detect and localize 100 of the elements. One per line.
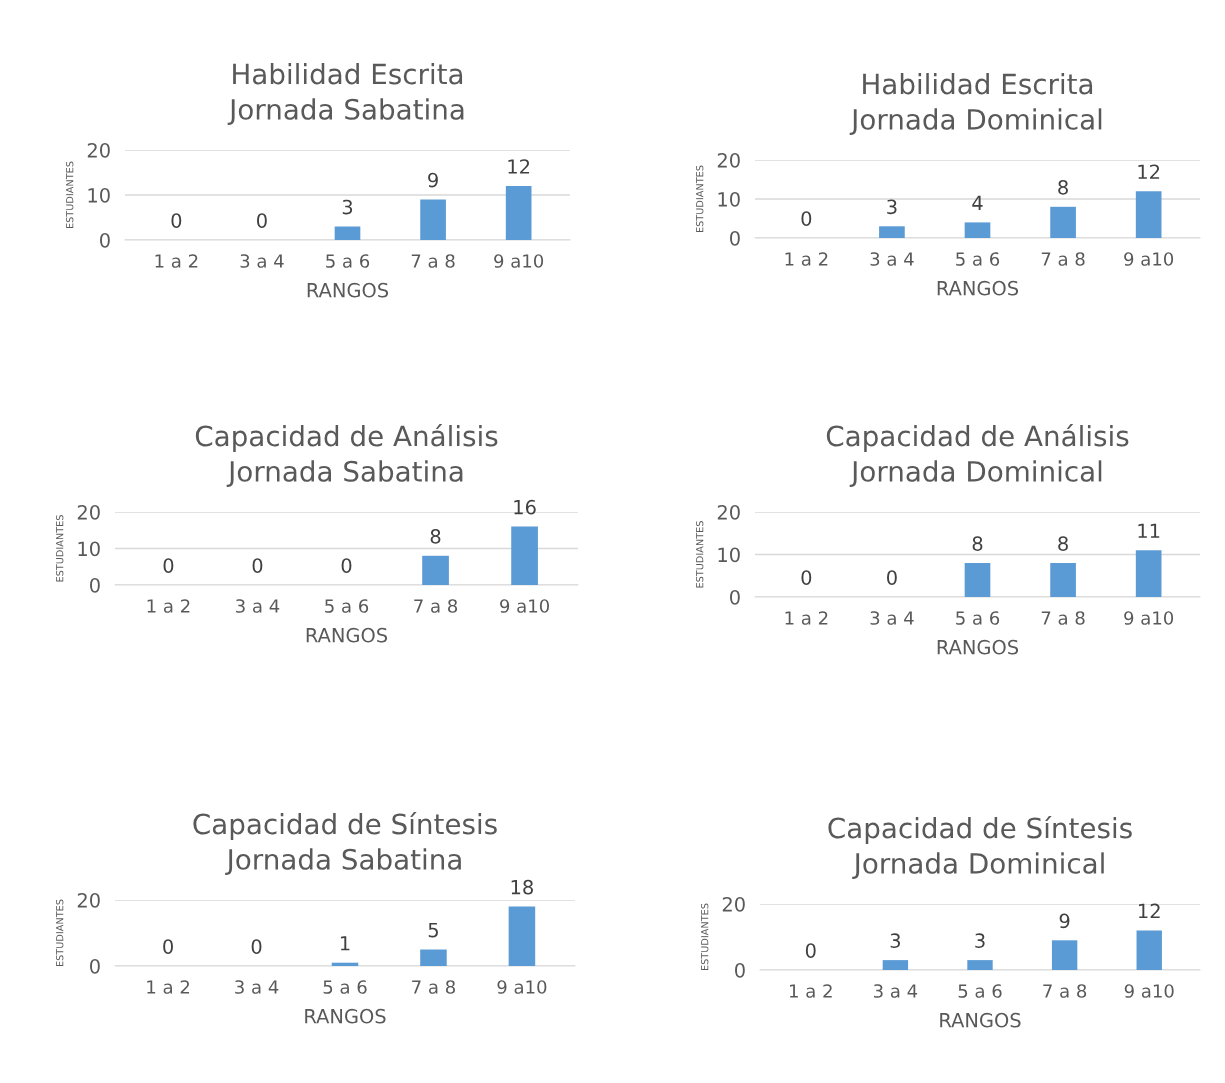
data-label: 1 xyxy=(340,936,350,951)
chart-title: Capacidad de Análisis Jornada Dominical xyxy=(826,423,1129,487)
bar xyxy=(1135,191,1162,238)
y-tick-label: 10 xyxy=(78,541,100,557)
y-tick-label: 0 xyxy=(100,232,110,248)
y-axis-title: ESTUDIANTES xyxy=(66,161,74,228)
x-tick-label: 3 a 4 xyxy=(236,599,280,613)
chart-title: Habilidad Escrita Jornada Sabatina xyxy=(227,63,464,125)
data-label: 8 xyxy=(430,528,441,544)
data-label: 16 xyxy=(514,499,536,515)
bar xyxy=(1136,930,1162,970)
chart-title: Capacidad de Síntesis Jornada Dominical xyxy=(828,815,1132,879)
chart-title: Habilidad Escrita Jornada Dominical xyxy=(849,73,1102,135)
data-label: 0 xyxy=(341,558,352,573)
data-label: 9 xyxy=(1059,913,1070,929)
y-tick-label: 0 xyxy=(90,958,100,974)
data-label: 3 xyxy=(975,933,985,948)
x-tick-label: 7 a 8 xyxy=(1041,252,1085,266)
data-label: 18 xyxy=(511,879,533,895)
y-axis-title: ESTUDIANTES xyxy=(56,899,64,966)
data-label: 4 xyxy=(972,195,983,211)
x-tick-label: 1 a 2 xyxy=(785,611,828,625)
data-label: 0 xyxy=(801,570,812,585)
bar xyxy=(964,222,991,238)
data-label: 3 xyxy=(890,933,901,948)
y-tick-label: 10 xyxy=(718,191,740,207)
chart-title: Capacidad de Síntesis Jornada Sabatina xyxy=(193,811,497,875)
x-tick-label: 1 a 2 xyxy=(155,254,198,268)
data-label: 0 xyxy=(887,570,897,585)
data-label: 12 xyxy=(1138,164,1160,179)
y-tick-label: 20 xyxy=(87,142,110,158)
x-tick-label: 9 a10 xyxy=(1124,984,1174,998)
x-tick-label: 3 a 4 xyxy=(874,984,918,998)
bar xyxy=(879,226,905,238)
x-tick-label: 9 a10 xyxy=(494,254,544,268)
data-label: 0 xyxy=(801,211,812,226)
x-tick-label: 1 a 2 xyxy=(785,252,828,266)
data-label: 0 xyxy=(163,939,173,954)
x-tick-label: 5 a 6 xyxy=(326,254,370,268)
x-tick-label: 5 a 6 xyxy=(956,252,1000,266)
data-label: 11 xyxy=(1138,523,1160,538)
data-label: 8 xyxy=(1058,536,1068,551)
y-tick-label: 0 xyxy=(735,962,745,978)
x-tick-label: 1 a 2 xyxy=(147,980,190,994)
x-axis-title: RANGOS xyxy=(937,639,1019,655)
x-tick-label: 3 a 4 xyxy=(235,980,279,994)
data-label: 0 xyxy=(805,943,816,958)
data-label: 0 xyxy=(252,558,263,573)
x-tick-label: 1 a 2 xyxy=(789,984,832,998)
x-tick-label: 7 a 8 xyxy=(411,254,455,268)
data-label: 0 xyxy=(171,213,182,228)
bar xyxy=(1051,940,1078,970)
x-axis-title: RANGOS xyxy=(307,282,389,298)
y-axis-title: ESTUDIANTES xyxy=(56,515,64,582)
y-tick-label: 0 xyxy=(730,589,740,605)
x-tick-label: 1 a 2 xyxy=(147,599,190,613)
y-axis-title: ESTUDIANTES xyxy=(696,521,704,588)
x-axis-title: RANGOS xyxy=(305,1008,386,1024)
x-tick-label: 5 a 6 xyxy=(325,599,369,613)
bar xyxy=(420,949,447,966)
y-tick-label: 20 xyxy=(77,892,100,908)
bar xyxy=(508,906,536,966)
bar xyxy=(505,186,532,240)
chart-title: Capacidad de Análisis Jornada Sabatina xyxy=(195,423,498,487)
bar xyxy=(967,960,993,970)
y-tick-label: 20 xyxy=(717,504,740,520)
x-tick-label: 9 a10 xyxy=(497,980,547,994)
x-tick-label: 3 a 4 xyxy=(240,254,284,268)
bar xyxy=(420,199,446,240)
data-label: 0 xyxy=(251,939,262,954)
y-tick-label: 0 xyxy=(90,577,100,593)
data-label: 3 xyxy=(887,199,897,215)
x-tick-label: 7 a 8 xyxy=(414,599,458,613)
bar xyxy=(1050,206,1076,238)
y-axis-title: ESTUDIANTES xyxy=(696,165,704,232)
x-axis-title: RANGOS xyxy=(940,1012,1021,1028)
x-tick-label: 3 a 4 xyxy=(870,252,914,266)
x-tick-label: 9 a10 xyxy=(1124,611,1174,625)
data-label: 12 xyxy=(508,159,530,174)
bar xyxy=(334,226,361,240)
data-label: 8 xyxy=(972,536,983,551)
bar xyxy=(882,960,909,970)
y-tick-label: 20 xyxy=(722,896,745,912)
y-axis-title: ESTUDIANTES xyxy=(701,903,709,970)
data-label: 0 xyxy=(257,213,267,228)
x-tick-label: 9 a10 xyxy=(500,599,550,613)
y-tick-label: 20 xyxy=(717,152,740,168)
data-label: 3 xyxy=(342,199,353,215)
y-tick-label: 20 xyxy=(77,504,100,520)
x-tick-label: 9 a10 xyxy=(1124,252,1174,266)
x-tick-label: 7 a 8 xyxy=(412,980,455,994)
x-tick-label: 5 a 6 xyxy=(958,984,1002,998)
y-tick-label: 10 xyxy=(88,187,110,203)
data-label: 0 xyxy=(163,558,174,573)
x-tick-label: 5 a 6 xyxy=(323,980,367,994)
x-tick-label: 3 a 4 xyxy=(870,611,914,625)
data-label: 5 xyxy=(428,922,438,938)
x-tick-label: 7 a 8 xyxy=(1041,611,1085,625)
y-tick-label: 0 xyxy=(730,230,740,246)
y-tick-label: 10 xyxy=(718,547,740,563)
